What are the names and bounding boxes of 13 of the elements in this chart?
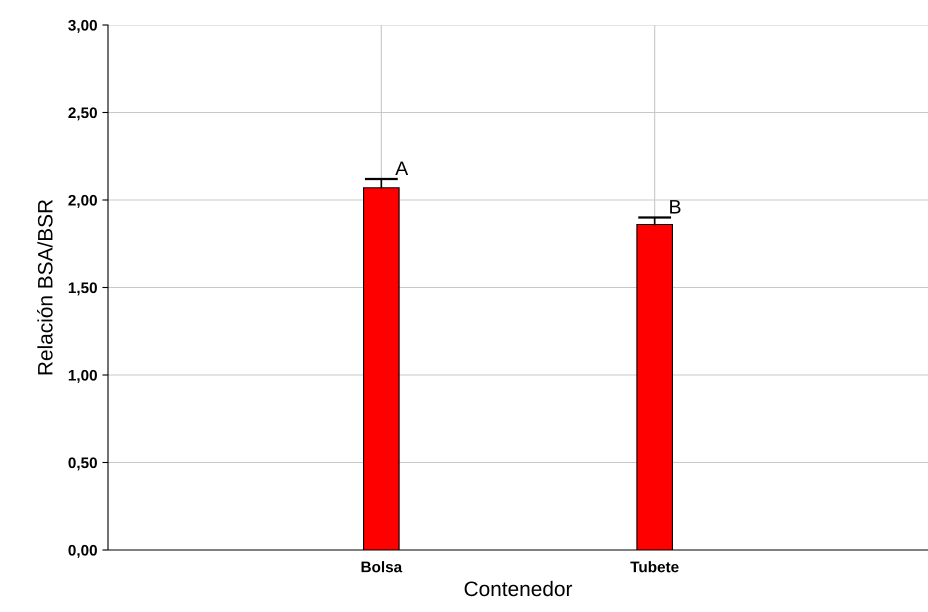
x-tick-label: Bolsa [362,561,402,572]
y-tick-label: 1,00 [68,370,97,383]
x-tick-label: Tubete [630,561,679,572]
y-tick-label: 2,00 [68,194,97,208]
annotation: A [395,162,408,175]
y-axis-title: Relación BSA/BSR [37,200,53,374]
y-tick-label: 0,50 [68,457,97,470]
y-tick-label: 1,50 [68,282,97,296]
y-tick-label: 3,00 [68,20,97,33]
annotation: B [670,200,680,214]
y-tick-label: 2,50 [68,107,97,120]
x-axis-title: Contenedor [464,580,572,596]
y-tick-label: 0,00 [68,544,97,558]
